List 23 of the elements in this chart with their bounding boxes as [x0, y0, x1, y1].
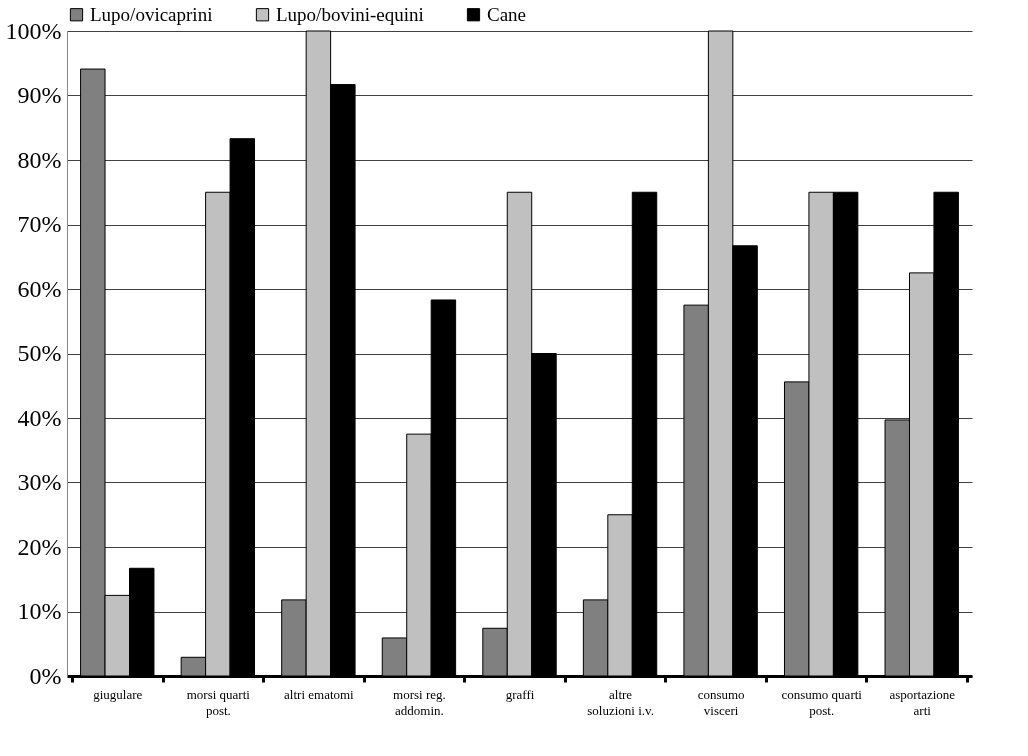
y-tick-label: 90%	[17, 82, 62, 108]
y-tick-label: 30%	[17, 469, 62, 495]
y-tick-label: 0%	[29, 662, 62, 689]
x-tick-label: altri ematomi	[284, 686, 355, 702]
x-tick-label: graffi	[505, 686, 535, 702]
y-tick-label: 40%	[17, 404, 62, 431]
legend-label: Lupo/bovini-equini	[276, 3, 424, 25]
x-tick-label: altre soluzioni i.v.	[587, 686, 654, 718]
x-tick-label: giugulare	[93, 686, 143, 702]
x-tick-label: morsi reg. addomin.	[393, 686, 446, 718]
x-tick-label: consumo visceri	[697, 686, 745, 718]
y-tick-label: 20%	[17, 533, 62, 560]
x-tick-label: asportazione arti	[889, 686, 956, 718]
y-tick-label: 70%	[17, 211, 62, 237]
y-tick-label: 80%	[17, 146, 62, 173]
y-tick-label: 100%	[5, 17, 62, 44]
legend-label: Lupo/ovicaprini	[90, 3, 213, 25]
x-tick-label: consumo quarti post.	[781, 686, 863, 718]
x-tick-label: morsi quarti post.	[186, 686, 251, 718]
y-tick-label: 60%	[17, 275, 62, 302]
legend-label: Cane	[487, 3, 527, 25]
y-tick-label: 10%	[17, 598, 62, 624]
y-tick-label: 50%	[17, 340, 62, 366]
